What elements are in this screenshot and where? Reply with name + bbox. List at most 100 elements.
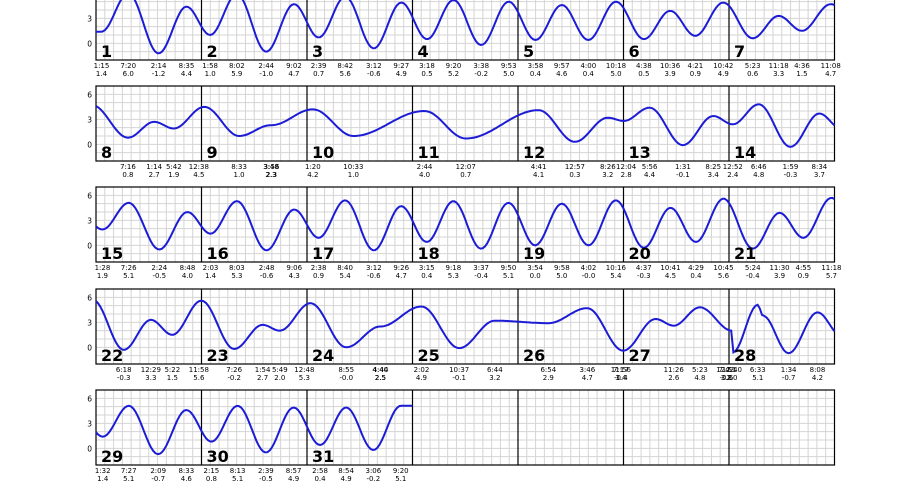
extreme-time: 12:52 [723,163,743,171]
extreme-time: 9:02 [286,62,302,70]
extreme-time: 8:34 [812,163,828,171]
extreme-time: 8:03 [229,264,245,272]
extreme-height: -0.6 [367,272,381,280]
extreme-time: 9:20 [446,62,462,70]
extreme-time: 3:58 [528,62,544,70]
extreme-height: 1.5 [796,70,807,78]
extreme-height: 4.3 [289,272,300,280]
tide-curve-row-3 [95,196,835,252]
extreme-height: 5.4 [610,272,622,280]
extreme-time: 7:26 [226,366,242,374]
day-number-1: 1 [101,42,112,61]
extreme-height: 0.7 [460,171,471,179]
extreme-height: 4.0 [182,272,193,280]
extreme-time: 8:08 [810,366,826,374]
extreme-time: 9:06 [286,264,302,272]
extreme-height: -0.6 [720,374,734,382]
day-number-31: 31 [312,447,334,466]
extreme-height: 2.0 [274,374,285,382]
extreme-time: 3:06 [366,467,382,475]
extreme-time: 8:40 [337,264,353,272]
extreme-time: 2:02 [414,366,430,374]
day-number-20: 20 [629,244,651,263]
extreme-height: -1.0 [259,70,273,78]
extreme-time: 4:36 [794,62,810,70]
extreme-height: 2.8 [621,171,632,179]
extreme-height: 1.0 [348,171,359,179]
extreme-time: 8:33 [231,163,247,171]
extreme-height: 2.6 [668,374,680,382]
extreme-time: 5:49 [272,366,288,374]
extreme-time: 9:57 [554,62,570,70]
extreme-height: 1.9 [97,272,108,280]
y-tick-label: 6 [87,90,92,99]
extreme-height: 0.0 [530,272,541,280]
extreme-time: 1:59 [783,163,799,171]
row-frame [95,389,836,466]
extreme-height: 1.5 [167,374,178,382]
extreme-height: 4.7 [396,272,407,280]
y-tick-label: 6 [87,293,92,302]
extreme-height: 4.6 [556,70,568,78]
y-tick-label: 0 [87,343,92,352]
extreme-height: 0.8 [122,171,133,179]
extreme-time: 3:12 [366,264,382,272]
extreme-height: 3.4 [708,171,720,179]
extreme-height: 6.0 [123,70,134,78]
tide-curve-row-1 [96,0,835,55]
extreme-height: 5.1 [503,272,514,280]
extreme-height: 4.9 [341,475,352,483]
extreme-time: 6:46 [751,163,767,171]
extreme-time: 5:24 [745,264,761,272]
extreme-height: 0.4 [530,70,542,78]
extreme-time: 8:48 [180,264,196,272]
extreme-height: 3.2 [602,171,613,179]
extreme-height: -0.1 [676,171,690,179]
day-number-15: 15 [101,244,123,263]
extreme-time: 2:48 [259,264,275,272]
extreme-height: 2.3 [266,171,277,179]
row-frame [95,288,836,365]
extreme-time: 2:39 [311,62,327,70]
day-number-7: 7 [734,42,745,61]
day-number-27: 27 [629,346,651,365]
extreme-height: 4.9 [396,70,407,78]
extreme-time: 8:54 [338,467,354,475]
extreme-time: 10:36 [660,62,681,70]
day-number-30: 30 [207,447,229,466]
y-tick-label: 6 [87,191,92,200]
extreme-time: 2:39 [258,467,274,475]
day-number-24: 24 [312,346,334,365]
y-tick-label: 0 [87,444,92,453]
extreme-height: -0.0 [339,374,353,382]
extreme-time: 2:14 [151,62,167,70]
extreme-time: 9:53 [501,62,517,70]
extreme-height: 2.7 [149,171,160,179]
extreme-time: 4:40 [372,366,388,374]
row-frame [95,85,836,162]
y-tick-label: 0 [87,241,92,250]
extreme-time: 4:38 [636,62,652,70]
extreme-time: 3:12 [366,62,382,70]
day-number-13: 13 [629,143,651,162]
extreme-height: 4.8 [694,374,705,382]
extreme-height: 2.0 [726,374,737,382]
extreme-time: 10:41 [660,264,680,272]
extreme-time: 1:54 [255,366,271,374]
extreme-height: 3.8 [721,374,732,382]
day-number-19: 19 [523,244,545,263]
extreme-time: 3:46 [579,366,595,374]
extreme-height: 2.7 [257,374,268,382]
extreme-time: 5:22 [164,366,180,374]
extreme-height: 0.5 [638,70,649,78]
extreme-time: 6:54 [540,366,556,374]
y-tick-label: 6 [87,394,92,403]
extreme-time: 6:33 [750,366,766,374]
extreme-time: 9:27 [393,62,409,70]
extreme-time: 10:18 [606,62,626,70]
extreme-height: 3.3 [773,70,784,78]
extreme-height: 0.3 [569,171,580,179]
extreme-height: 5.1 [752,374,763,382]
extreme-time: 1:14 [146,163,162,171]
extreme-height: -0.4 [614,374,628,382]
